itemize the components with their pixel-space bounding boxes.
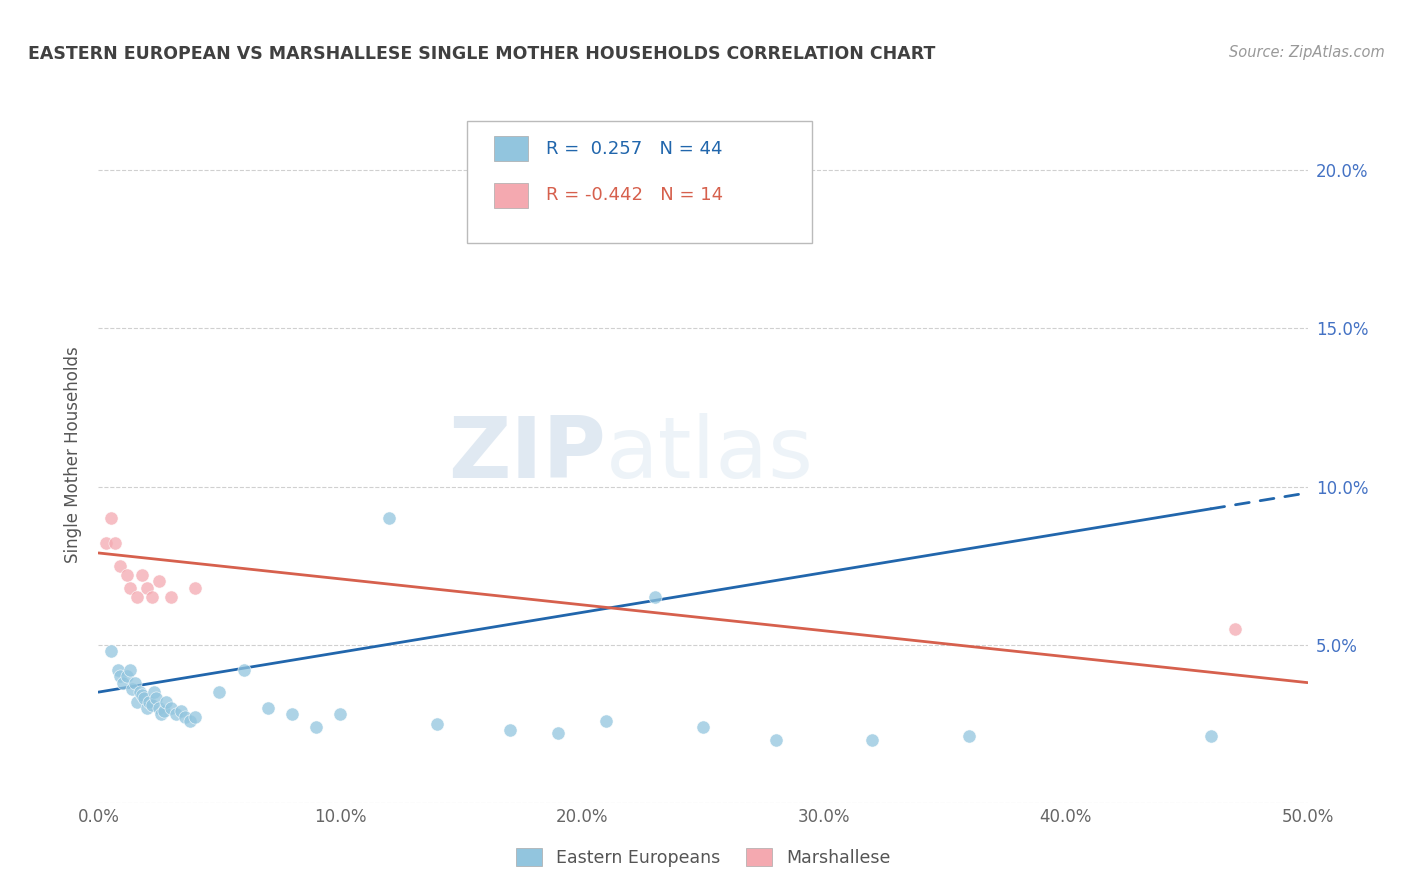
Point — [305, 720, 328, 734]
Point — [131, 568, 153, 582]
Point — [148, 701, 170, 715]
Point — [94, 536, 117, 550]
Point — [135, 701, 157, 715]
Point — [141, 591, 163, 605]
Point — [150, 707, 173, 722]
Point — [160, 591, 183, 605]
Legend: Eastern Europeans, Marshallese: Eastern Europeans, Marshallese — [509, 841, 897, 874]
Point — [281, 707, 304, 722]
Text: ZIP: ZIP — [449, 413, 606, 497]
Point — [957, 730, 980, 744]
Point — [165, 707, 187, 722]
Point — [692, 720, 714, 734]
Text: R =  0.257   N = 44: R = 0.257 N = 44 — [546, 140, 723, 158]
Point — [117, 669, 139, 683]
Point — [111, 675, 134, 690]
Point — [208, 685, 231, 699]
Point — [329, 707, 352, 722]
Point — [143, 685, 166, 699]
Point — [121, 681, 143, 696]
Point — [256, 701, 278, 715]
Point — [377, 511, 399, 525]
Point — [232, 663, 254, 677]
Point — [148, 574, 170, 589]
Point — [1223, 622, 1246, 636]
Point — [860, 732, 883, 747]
Point — [179, 714, 201, 728]
Point — [134, 691, 156, 706]
Text: atlas: atlas — [606, 413, 814, 497]
Point — [169, 704, 191, 718]
Point — [117, 568, 139, 582]
FancyBboxPatch shape — [494, 183, 527, 208]
Point — [174, 710, 197, 724]
Point — [426, 716, 449, 731]
Point — [118, 581, 141, 595]
Point — [547, 726, 569, 740]
Point — [138, 695, 160, 709]
Point — [160, 701, 183, 715]
Point — [100, 511, 122, 525]
Point — [765, 732, 787, 747]
Point — [108, 669, 131, 683]
Point — [127, 695, 149, 709]
FancyBboxPatch shape — [467, 121, 811, 243]
Point — [1199, 730, 1222, 744]
Point — [107, 663, 129, 677]
Point — [184, 581, 207, 595]
Point — [104, 536, 127, 550]
Point — [145, 691, 167, 706]
Point — [644, 591, 666, 605]
Point — [135, 581, 157, 595]
Point — [108, 558, 131, 573]
Point — [152, 704, 174, 718]
FancyBboxPatch shape — [494, 136, 527, 161]
Point — [127, 591, 149, 605]
Point — [128, 685, 150, 699]
Point — [100, 644, 122, 658]
Text: Source: ZipAtlas.com: Source: ZipAtlas.com — [1229, 45, 1385, 60]
Point — [124, 675, 146, 690]
Point — [498, 723, 520, 737]
Point — [118, 663, 141, 677]
Point — [595, 714, 617, 728]
Point — [131, 688, 153, 702]
Point — [184, 710, 207, 724]
Point — [141, 698, 163, 712]
Y-axis label: Single Mother Households: Single Mother Households — [65, 347, 83, 563]
Text: EASTERN EUROPEAN VS MARSHALLESE SINGLE MOTHER HOUSEHOLDS CORRELATION CHART: EASTERN EUROPEAN VS MARSHALLESE SINGLE M… — [28, 45, 935, 62]
Point — [155, 695, 177, 709]
Text: R = -0.442   N = 14: R = -0.442 N = 14 — [546, 186, 723, 204]
